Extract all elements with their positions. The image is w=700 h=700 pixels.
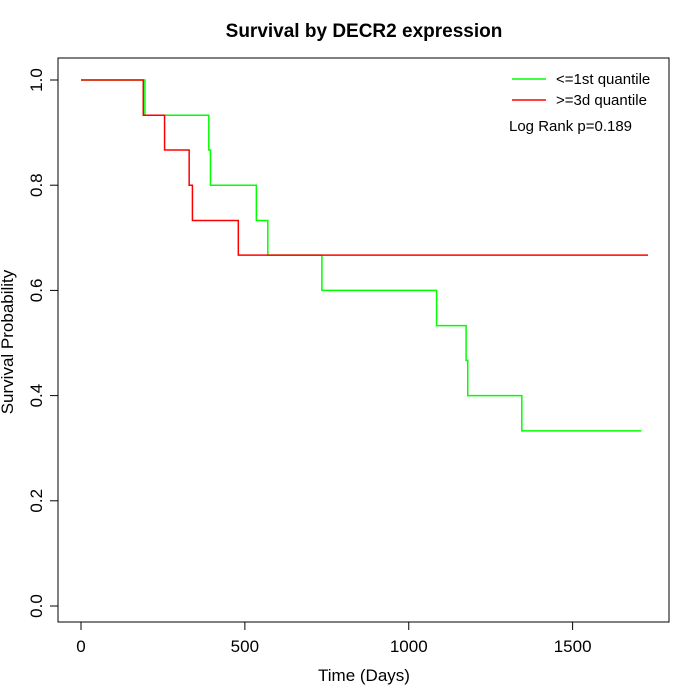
plot-frame — [57, 57, 670, 623]
y-tick-label: 0.0 — [27, 594, 46, 618]
y-tick-label: 0.8 — [27, 173, 46, 197]
y-tick-label: 1.0 — [27, 68, 46, 92]
series-layer — [81, 79, 648, 432]
y-tick-label: 0.4 — [27, 384, 46, 408]
x-tick-label: 1000 — [390, 637, 428, 656]
log-rank-annotation: Log Rank p=0.189 — [509, 118, 632, 135]
x-tick-label: 0 — [76, 637, 85, 656]
chart-title: Survival by DECR2 expression — [226, 21, 503, 42]
y-tick-label: 0.2 — [27, 489, 46, 513]
y-tick-label: 0.6 — [27, 279, 46, 303]
x-tick-label: 1500 — [554, 637, 592, 656]
legend-label-series-2: >=3d quantile — [556, 92, 647, 109]
x-axis: 0 500 1000 1500 — [76, 621, 592, 656]
y-axis: 0.0 0.2 0.4 0.6 0.8 1.0 — [27, 68, 59, 618]
x-axis-label: Time (Days) — [318, 666, 410, 685]
survival-curve-series-2 — [81, 79, 648, 256]
x-tick-label: 500 — [231, 637, 259, 656]
legend-label-series-1: <=1st quantile — [556, 71, 650, 88]
y-axis-label: Survival Probability — [0, 269, 17, 414]
legend: <=1st quantile >=3d quantile — [512, 71, 650, 109]
